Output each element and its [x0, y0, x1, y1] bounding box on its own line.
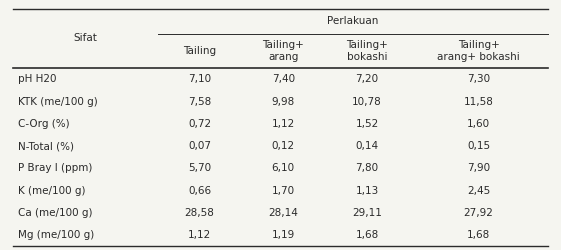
Text: 1,70: 1,70: [272, 186, 295, 196]
Text: 7,40: 7,40: [272, 74, 295, 84]
Text: 7,58: 7,58: [188, 96, 211, 106]
Text: 0,72: 0,72: [188, 119, 211, 129]
Text: 1,60: 1,60: [467, 119, 490, 129]
Text: Perlakuan: Perlakuan: [328, 16, 379, 26]
Text: 1,19: 1,19: [272, 230, 295, 240]
Text: 0,07: 0,07: [188, 141, 211, 151]
Text: 27,92: 27,92: [464, 208, 494, 218]
Text: Tailing: Tailing: [183, 46, 216, 56]
Text: 7,20: 7,20: [356, 74, 379, 84]
Text: P Bray I (ppm): P Bray I (ppm): [18, 163, 93, 173]
Text: 10,78: 10,78: [352, 96, 382, 106]
Text: 1,52: 1,52: [356, 119, 379, 129]
Text: N-Total (%): N-Total (%): [18, 141, 74, 151]
Text: Tailing+
arang+ bokashi: Tailing+ arang+ bokashi: [437, 40, 520, 62]
Text: 9,98: 9,98: [272, 96, 295, 106]
Text: Ca (me/100 g): Ca (me/100 g): [18, 208, 93, 218]
Text: 11,58: 11,58: [464, 96, 494, 106]
Text: 1,12: 1,12: [272, 119, 295, 129]
Text: 1,13: 1,13: [356, 186, 379, 196]
Text: C-Org (%): C-Org (%): [18, 119, 70, 129]
Text: pH H20: pH H20: [18, 74, 57, 84]
Text: 7,90: 7,90: [467, 163, 490, 173]
Text: 28,14: 28,14: [268, 208, 298, 218]
Text: 6,10: 6,10: [272, 163, 295, 173]
Text: Tailing+
arang: Tailing+ arang: [263, 40, 304, 62]
Text: 1,68: 1,68: [356, 230, 379, 240]
Text: 0,15: 0,15: [467, 141, 490, 151]
Text: K (me/100 g): K (me/100 g): [18, 186, 86, 196]
Text: 28,58: 28,58: [185, 208, 214, 218]
Text: 7,10: 7,10: [188, 74, 211, 84]
Text: Mg (me/100 g): Mg (me/100 g): [18, 230, 94, 240]
Text: 1,12: 1,12: [188, 230, 211, 240]
Text: 5,70: 5,70: [188, 163, 211, 173]
Text: 0,14: 0,14: [356, 141, 379, 151]
Text: 0,66: 0,66: [188, 186, 211, 196]
Text: Tailing+
bokashi: Tailing+ bokashi: [346, 40, 388, 62]
Text: 7,30: 7,30: [467, 74, 490, 84]
Text: KTK (me/100 g): KTK (me/100 g): [18, 96, 98, 106]
Text: 1,68: 1,68: [467, 230, 490, 240]
Text: 7,80: 7,80: [356, 163, 379, 173]
Text: Sifat: Sifat: [73, 34, 97, 43]
Text: 0,12: 0,12: [272, 141, 295, 151]
Text: 29,11: 29,11: [352, 208, 382, 218]
Text: 2,45: 2,45: [467, 186, 490, 196]
